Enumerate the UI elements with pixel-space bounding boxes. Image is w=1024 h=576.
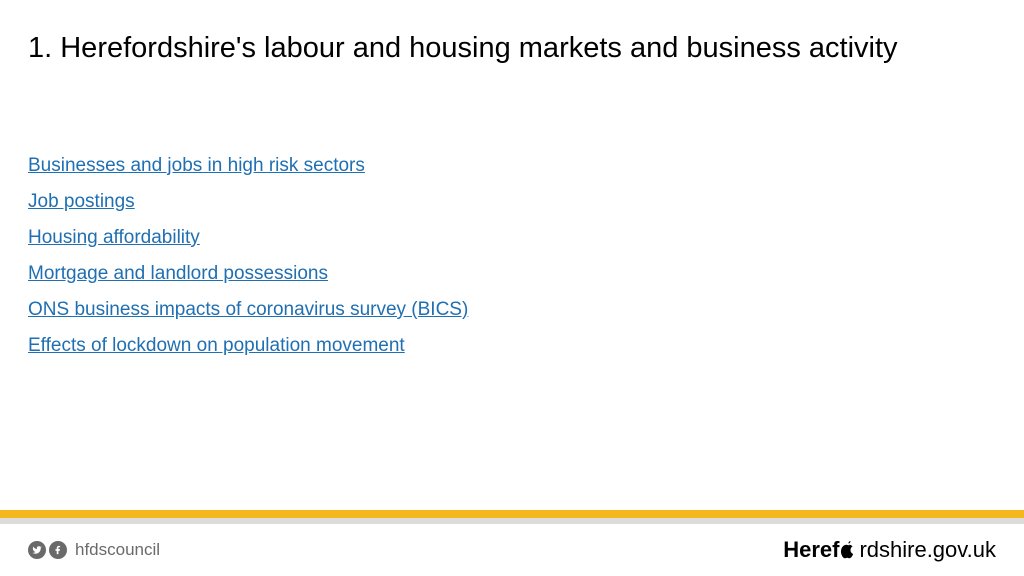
link-ons-bics[interactable]: ONS business impacts of coronavirus surv…: [28, 299, 468, 321]
social-block: hfdscouncil: [28, 540, 160, 560]
facebook-icon: [49, 541, 67, 559]
toc-links: Businesses and jobs in high risk sectors…: [28, 155, 468, 357]
brand-bold: Heref: [783, 537, 839, 563]
link-housing-affordability[interactable]: Housing affordability: [28, 227, 200, 249]
brand-logo: Heref rdshire.gov.uk: [783, 537, 996, 563]
social-handle: hfdscouncil: [75, 540, 160, 560]
slide-title: 1. Herefordshire's labour and housing ma…: [28, 30, 984, 66]
slide: 1. Herefordshire's labour and housing ma…: [0, 0, 1024, 576]
apple-icon: [840, 540, 858, 560]
accent-bar-yellow: [0, 510, 1024, 518]
link-lockdown-movement[interactable]: Effects of lockdown on population moveme…: [28, 335, 405, 357]
link-job-postings[interactable]: Job postings: [28, 191, 135, 213]
twitter-icon: [28, 541, 46, 559]
social-icons: [28, 541, 67, 559]
link-mortgage-possessions[interactable]: Mortgage and landlord possessions: [28, 263, 328, 285]
footer: hfdscouncil Heref rdshire.gov.uk: [0, 524, 1024, 576]
brand-rest: rdshire.gov.uk: [859, 537, 996, 563]
link-businesses-jobs[interactable]: Businesses and jobs in high risk sectors: [28, 155, 365, 177]
